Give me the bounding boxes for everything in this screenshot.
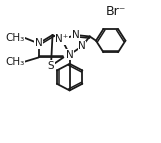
Text: CH₃: CH₃ [5, 33, 25, 43]
Text: N: N [72, 30, 80, 40]
Text: N: N [66, 50, 73, 60]
Text: CH₃: CH₃ [5, 57, 25, 67]
Text: S: S [48, 61, 54, 71]
Text: N⁺: N⁺ [55, 34, 68, 44]
Text: Br⁻: Br⁻ [106, 5, 126, 18]
Text: N: N [35, 38, 43, 48]
Text: N: N [78, 41, 86, 51]
